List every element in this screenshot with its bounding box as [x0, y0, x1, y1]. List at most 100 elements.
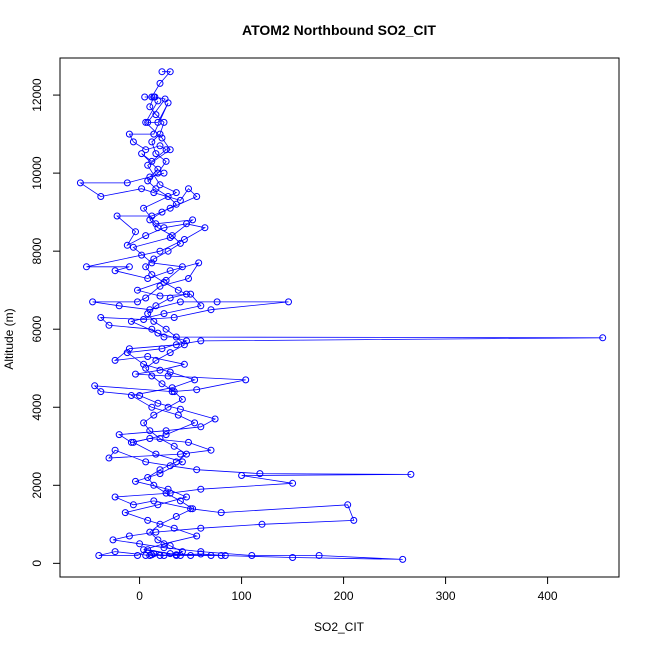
- data-point: [285, 298, 292, 306]
- data-point: [142, 232, 150, 240]
- data-point: [154, 169, 162, 177]
- data-point: [315, 552, 323, 559]
- data-point: [152, 220, 160, 228]
- data-point: [97, 314, 105, 321]
- data-point: [158, 68, 166, 76]
- data-point: [193, 193, 201, 200]
- data-point: [164, 403, 172, 411]
- data-point: [148, 259, 156, 267]
- data-point: [154, 501, 162, 509]
- data-point: [150, 550, 158, 558]
- data-point: [187, 552, 195, 559]
- data-point: [599, 334, 607, 342]
- data-point: [150, 93, 158, 101]
- data-point: [141, 93, 149, 101]
- data-point: [146, 528, 154, 536]
- data-point: [111, 493, 119, 501]
- data-point: [160, 333, 168, 341]
- data-point: [201, 224, 209, 232]
- data-point: [142, 294, 150, 302]
- data-point: [142, 146, 150, 154]
- data-point: [129, 243, 137, 251]
- data-point: [121, 509, 129, 517]
- data-point: [180, 236, 188, 243]
- data-point: [193, 532, 201, 540]
- data-point: [146, 103, 154, 111]
- data-point: [174, 286, 182, 294]
- data-point: [156, 247, 164, 255]
- data-point: [111, 267, 119, 275]
- data-point: [156, 181, 164, 189]
- data-point: [125, 345, 133, 353]
- data-point: [178, 458, 186, 466]
- data-point: [197, 302, 205, 310]
- data-point: [238, 472, 246, 479]
- y-tick-label: 6000: [30, 316, 44, 343]
- data-point: [150, 189, 158, 197]
- data-point: [176, 239, 184, 247]
- data-point: [154, 399, 162, 407]
- data-point: [144, 474, 152, 481]
- data-point: [140, 546, 148, 554]
- data-point: [166, 462, 174, 470]
- data-point: [148, 157, 156, 165]
- data-point: [132, 477, 139, 485]
- data-point: [183, 493, 190, 501]
- data-point: [189, 505, 197, 513]
- data-point: [185, 185, 192, 193]
- data-point: [197, 485, 205, 493]
- data-point: [111, 356, 119, 364]
- data-point: [142, 458, 150, 466]
- data-point: [158, 345, 166, 353]
- data-point: [185, 275, 192, 282]
- data-point: [144, 353, 152, 360]
- data-point: [166, 349, 174, 357]
- data-point: [213, 298, 221, 306]
- data-point: [152, 450, 160, 458]
- data-point: [185, 438, 192, 446]
- chart-title: ATOM2 Northbound SO2_CIT: [242, 22, 436, 38]
- data-point: [166, 146, 174, 154]
- data-point: [170, 442, 178, 450]
- data-point: [289, 554, 297, 561]
- data-point: [183, 337, 190, 345]
- data-point: [123, 241, 131, 249]
- data-point: [136, 392, 144, 399]
- data-point: [105, 321, 113, 329]
- data-point: [148, 403, 156, 411]
- data-point: [123, 179, 131, 187]
- data-point: [156, 292, 164, 300]
- data-point: [154, 329, 162, 337]
- data-point: [258, 520, 266, 528]
- data-point: [166, 542, 174, 550]
- data-point: [111, 548, 119, 556]
- data-point: [142, 263, 150, 271]
- data-point: [350, 516, 358, 524]
- y-tick-label: 4000: [30, 394, 44, 421]
- data-point: [170, 388, 178, 396]
- x-tick-label: 400: [538, 589, 558, 603]
- data-point: [191, 376, 199, 384]
- data-point: [170, 524, 178, 532]
- data-point: [180, 360, 188, 368]
- data-point: [152, 185, 160, 193]
- data-point: [178, 263, 186, 271]
- data-point: [197, 337, 205, 345]
- data-point: [172, 551, 180, 559]
- series-layer: [76, 68, 607, 563]
- y-axis-label: Altitude (m): [2, 308, 16, 369]
- data-point: [211, 415, 219, 423]
- data-point: [158, 380, 166, 388]
- data-point: [195, 259, 203, 267]
- data-point: [132, 228, 139, 236]
- data-point: [407, 470, 415, 478]
- data-point: [144, 516, 152, 524]
- data-point: [129, 438, 137, 446]
- data-point: [242, 376, 250, 384]
- data-point: [125, 130, 133, 138]
- y-axis: 0 2000 4000 6000 8000 10000 12000: [30, 78, 61, 567]
- data-point: [164, 193, 172, 200]
- data-point: [83, 263, 90, 271]
- data-point: [187, 505, 195, 513]
- data-point: [166, 204, 174, 212]
